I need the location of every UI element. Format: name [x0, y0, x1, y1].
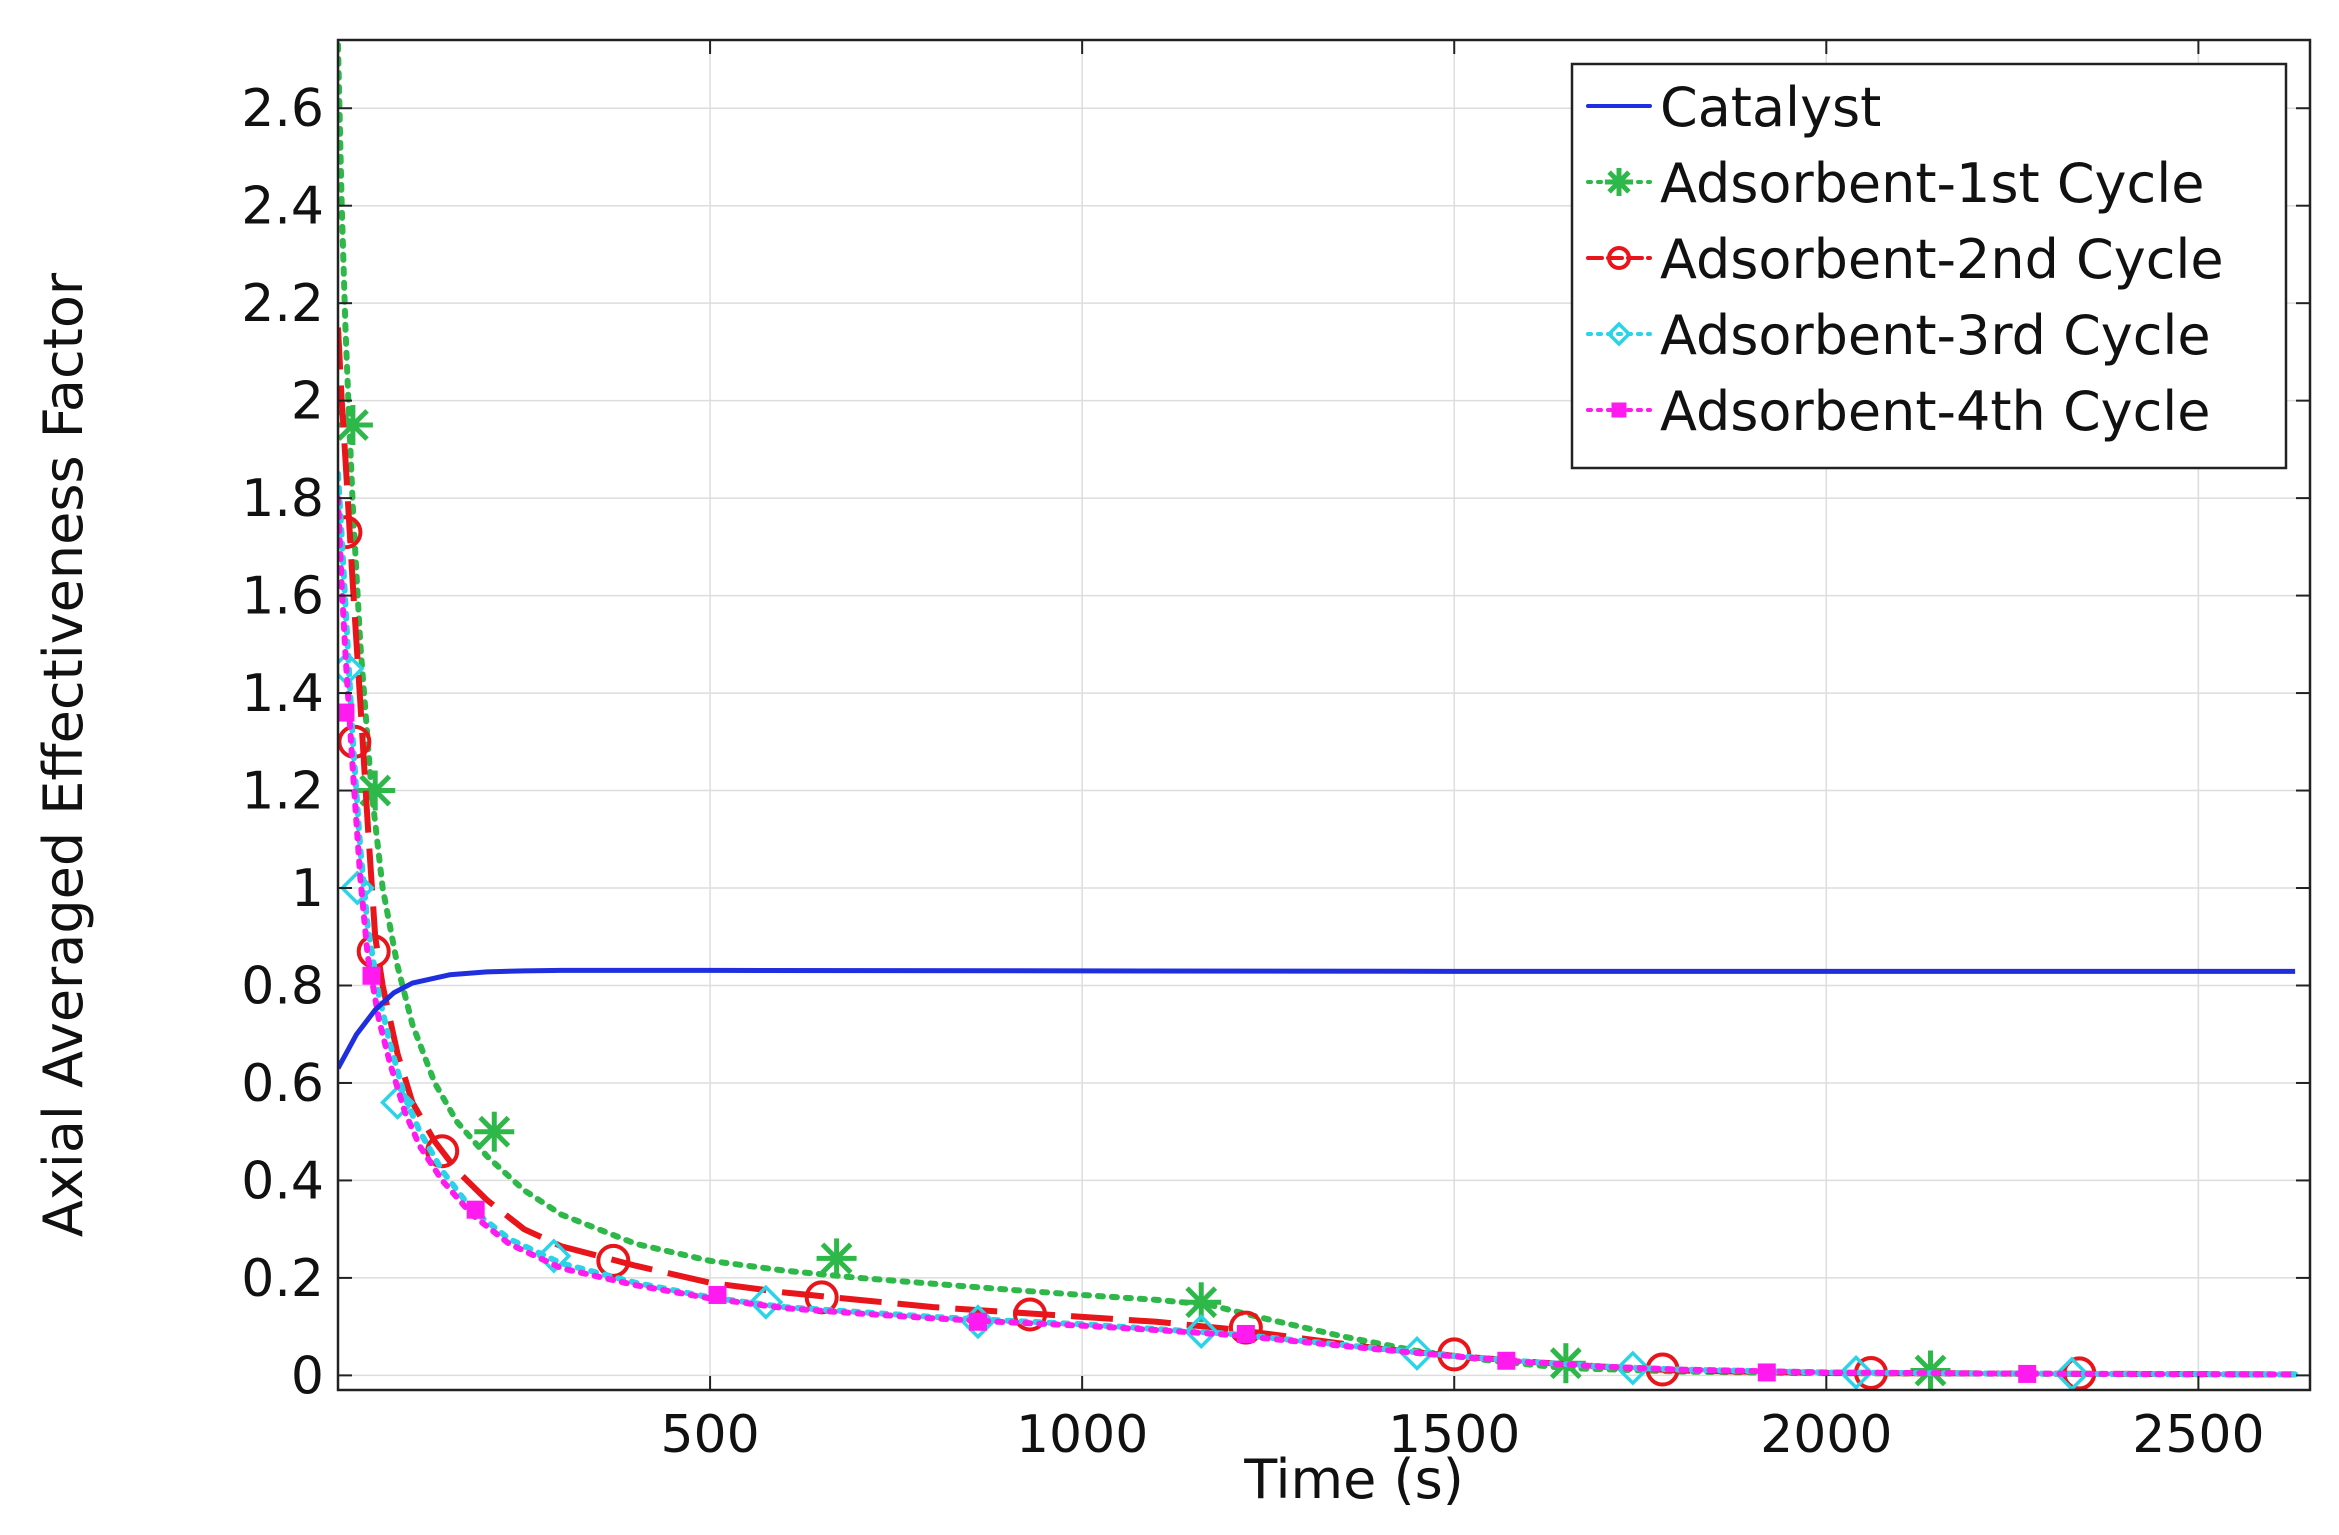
- series-adsorbent-4th-cycle: [338, 495, 2299, 1383]
- y-tick-label: 1: [291, 859, 324, 919]
- legend-item-adsorbent-1st-cycle: Adsorbent-1st Cycle: [1586, 152, 2204, 215]
- diamond-marker: [960, 1304, 996, 1340]
- legend-item-adsorbent-3rd-cycle: Adsorbent-3rd Cycle: [1586, 304, 2211, 367]
- series-catalyst: [338, 967, 2296, 1070]
- diamond-marker: [1183, 1314, 1219, 1349]
- diamond-marker: [339, 870, 375, 906]
- y-tick-label: 2: [291, 372, 324, 432]
- legend-label: Adsorbent-3rd Cycle: [1660, 304, 2211, 367]
- y-tick-label: 2.4: [241, 177, 324, 237]
- x-tick-label: 2500: [2132, 1405, 2264, 1465]
- circle-marker: [1607, 246, 1631, 270]
- y-tick-label: 1.6: [241, 567, 324, 627]
- y-tick-label: 0.4: [241, 1151, 324, 1211]
- circle-marker: [425, 1134, 460, 1169]
- y-tick-label: 1.8: [241, 469, 324, 529]
- square-marker: [1497, 1351, 1516, 1370]
- series-line-adsorbent-3rd-cycle: [338, 470, 2299, 1378]
- legend-item-adsorbent-2nd-cycle: Adsorbent-2nd Cycle: [1586, 228, 2224, 291]
- asterisk-marker-stroke: [820, 1242, 853, 1275]
- legend: Catalyst Adsorbent-1st Cycle Adsorbent-2nd…: [1570, 62, 2288, 470]
- legend-item-catalyst: Catalyst: [1586, 76, 1881, 139]
- asterisk-marker: [355, 770, 396, 811]
- y-tick-label: 1.4: [241, 664, 324, 724]
- plot-area-series: [338, 41, 2299, 1390]
- diamond-marker: [1838, 1354, 1874, 1390]
- x-tick-label: 2000: [1760, 1405, 1892, 1465]
- diamond-marker: [1615, 1350, 1651, 1386]
- y-axis-title: Axial Averaged Effectiveness Factor: [32, 272, 95, 1237]
- circle-marker: [596, 1243, 631, 1278]
- asterisk-marker-stroke: [478, 1115, 511, 1148]
- square-marker: [338, 703, 355, 722]
- legend-label: Adsorbent-4th Cycle: [1660, 380, 2211, 443]
- plot-frame: [336, 38, 2312, 1392]
- diamond-marker: [1399, 1335, 1435, 1371]
- y-tick-label: 0.2: [241, 1249, 324, 1309]
- y-tick-label: 2.6: [241, 79, 324, 139]
- x-tick-label: 500: [660, 1405, 759, 1465]
- asterisk-marker: [1605, 168, 1633, 196]
- legend-label: Adsorbent-2nd Cycle: [1660, 228, 2224, 291]
- asterisk-marker: [816, 1238, 857, 1279]
- asterisk-marker: [474, 1111, 515, 1152]
- x-tick-label: 1500: [1388, 1405, 1520, 1465]
- series-line-catalyst: [338, 967, 2296, 1070]
- square-marker: [708, 1285, 727, 1304]
- asterisk-marker-stroke: [1185, 1286, 1218, 1319]
- series-adsorbent-3rd-cycle: [338, 470, 2299, 1390]
- legend-label: Catalyst: [1660, 76, 1881, 139]
- square-marker: [1236, 1324, 1255, 1343]
- legend-box: [1570, 62, 2288, 470]
- square-marker: [968, 1312, 987, 1331]
- y-tick-label: 0: [291, 1346, 324, 1406]
- square-marker: [362, 966, 381, 985]
- square-marker: [466, 1200, 485, 1219]
- asterisk-marker: [1181, 1282, 1222, 1323]
- y-tick-label: 1.2: [241, 762, 324, 822]
- diamond-marker: [536, 1238, 572, 1274]
- legend-item-adsorbent-4th-cycle: Adsorbent-4th Cycle: [1586, 380, 2211, 443]
- axis-ticks: 500 1000 1500 2000 2500 0 0.2 0.4 0.6 0.8 1 1.2 1.4 1…: [241, 40, 2310, 1465]
- circle-marker: [338, 515, 363, 550]
- y-tick-label: 0.6: [241, 1054, 324, 1114]
- square-marker: [2018, 1364, 2037, 1383]
- y-tick-label: 0.8: [241, 956, 324, 1016]
- diamond-marker: [380, 1084, 416, 1120]
- diamond-marker: [748, 1284, 784, 1320]
- square-marker: [1757, 1363, 1776, 1382]
- y-tick-label: 2.2: [241, 274, 324, 334]
- asterisk-marker-stroke: [338, 409, 369, 441]
- asterisk-marker-stroke: [1607, 170, 1631, 194]
- circle-marker: [1013, 1297, 1048, 1332]
- x-axis-title: Time (s): [1243, 1448, 1464, 1511]
- square-marker: [1611, 402, 1627, 418]
- legend-label: Adsorbent-1st Cycle: [1660, 152, 2204, 215]
- x-tick-label: 1000: [1016, 1405, 1148, 1465]
- diamond-marker: [1606, 321, 1632, 347]
